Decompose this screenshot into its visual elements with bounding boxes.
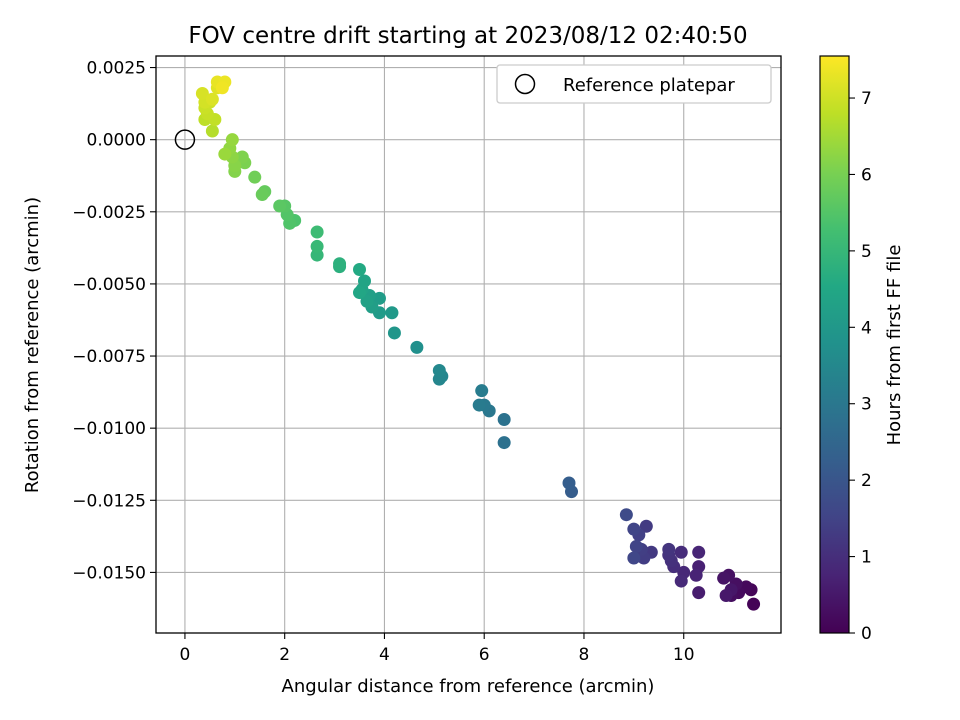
data-point [273, 199, 287, 213]
data-point [717, 571, 731, 585]
y-tick-label: 0.0025 [87, 59, 146, 79]
reference-marker [174, 129, 196, 150]
reference-platepar-marker [174, 129, 196, 150]
data-point [497, 436, 511, 450]
x-tick-label: 2 [279, 645, 290, 665]
data-point [639, 519, 653, 533]
data-point [627, 551, 641, 565]
y-tick-label: 0.0000 [87, 131, 146, 151]
colorbar [819, 55, 850, 634]
grid-lines [156, 56, 781, 633]
plot-frame [155, 55, 782, 634]
y-tick-label: −0.0050 [72, 275, 146, 295]
data-point [747, 597, 761, 611]
colorbar-tick-label: 4 [861, 318, 872, 338]
legend-reference-marker-icon [514, 73, 536, 95]
data-point [692, 545, 706, 559]
data-point [310, 225, 324, 239]
data-point [689, 568, 703, 582]
y-axis-ticks: 0.0025 0.0000 −0.0025 −0.0050 −0.0075 −0.0100… [72, 59, 156, 583]
data-point [218, 147, 232, 161]
data-point [475, 384, 489, 398]
data-point [235, 150, 249, 164]
data-point [497, 413, 511, 427]
data-point [205, 92, 219, 106]
y-axis-label: Rotation from reference (arcmin) [22, 197, 43, 493]
data-point [674, 545, 688, 559]
data-point [333, 257, 347, 271]
colorbar-label: Hours from first FF file [884, 245, 905, 446]
data-point [248, 170, 262, 184]
data-point [195, 87, 209, 101]
x-tick-label: 10 [673, 645, 695, 665]
data-point [627, 522, 641, 536]
y-tick-label: −0.0100 [72, 419, 146, 439]
colorbar-tick-label: 5 [861, 242, 872, 262]
data-points [195, 75, 761, 611]
data-point [225, 133, 239, 147]
data-point [205, 124, 219, 138]
data-point [719, 588, 733, 602]
data-point [215, 81, 229, 95]
data-point [662, 542, 676, 556]
colorbar-tick-label: 0 [861, 624, 872, 644]
data-point [410, 340, 424, 354]
x-axis-ticks: 0 2 4 6 8 10 [180, 633, 695, 665]
colorbar-tick-label: 1 [861, 548, 872, 568]
data-point [372, 291, 386, 305]
chart-title: FOV centre drift starting at 2023/08/12 … [188, 23, 747, 49]
colorbar-tick-label: 6 [861, 165, 872, 185]
data-point [360, 294, 374, 308]
data-point [385, 306, 399, 320]
data-point [629, 539, 643, 553]
x-tick-label: 4 [379, 645, 390, 665]
x-axis-label: Angular distance from reference (arcmin) [282, 676, 655, 697]
data-point [619, 508, 633, 522]
data-point [562, 476, 576, 490]
colorbar-tick-label: 3 [861, 395, 872, 415]
legend-entry-reference: Reference platepar [563, 75, 735, 96]
data-point [432, 363, 446, 377]
y-tick-label: −0.0075 [72, 347, 146, 367]
x-tick-label: 6 [479, 645, 490, 665]
data-point [357, 274, 371, 288]
colorbar-tick-label: 2 [861, 471, 872, 491]
data-point [692, 586, 706, 600]
data-point [310, 239, 324, 253]
y-tick-label: −0.0025 [72, 203, 146, 223]
data-point [674, 574, 688, 588]
x-tick-label: 0 [180, 645, 191, 665]
colorbar-tick-label: 7 [861, 89, 872, 109]
data-point [353, 262, 367, 276]
legend: Reference platepar [496, 64, 772, 104]
legend-frame [496, 64, 772, 104]
data-point [472, 398, 486, 412]
y-tick-label: −0.0125 [72, 491, 146, 511]
data-point [353, 286, 367, 300]
data-point [387, 326, 401, 340]
y-tick-label: −0.0150 [72, 563, 146, 583]
x-tick-label: 8 [579, 645, 590, 665]
data-point [255, 187, 269, 201]
colorbar-ticks: 0 1 2 3 4 5 6 7 [849, 89, 872, 644]
